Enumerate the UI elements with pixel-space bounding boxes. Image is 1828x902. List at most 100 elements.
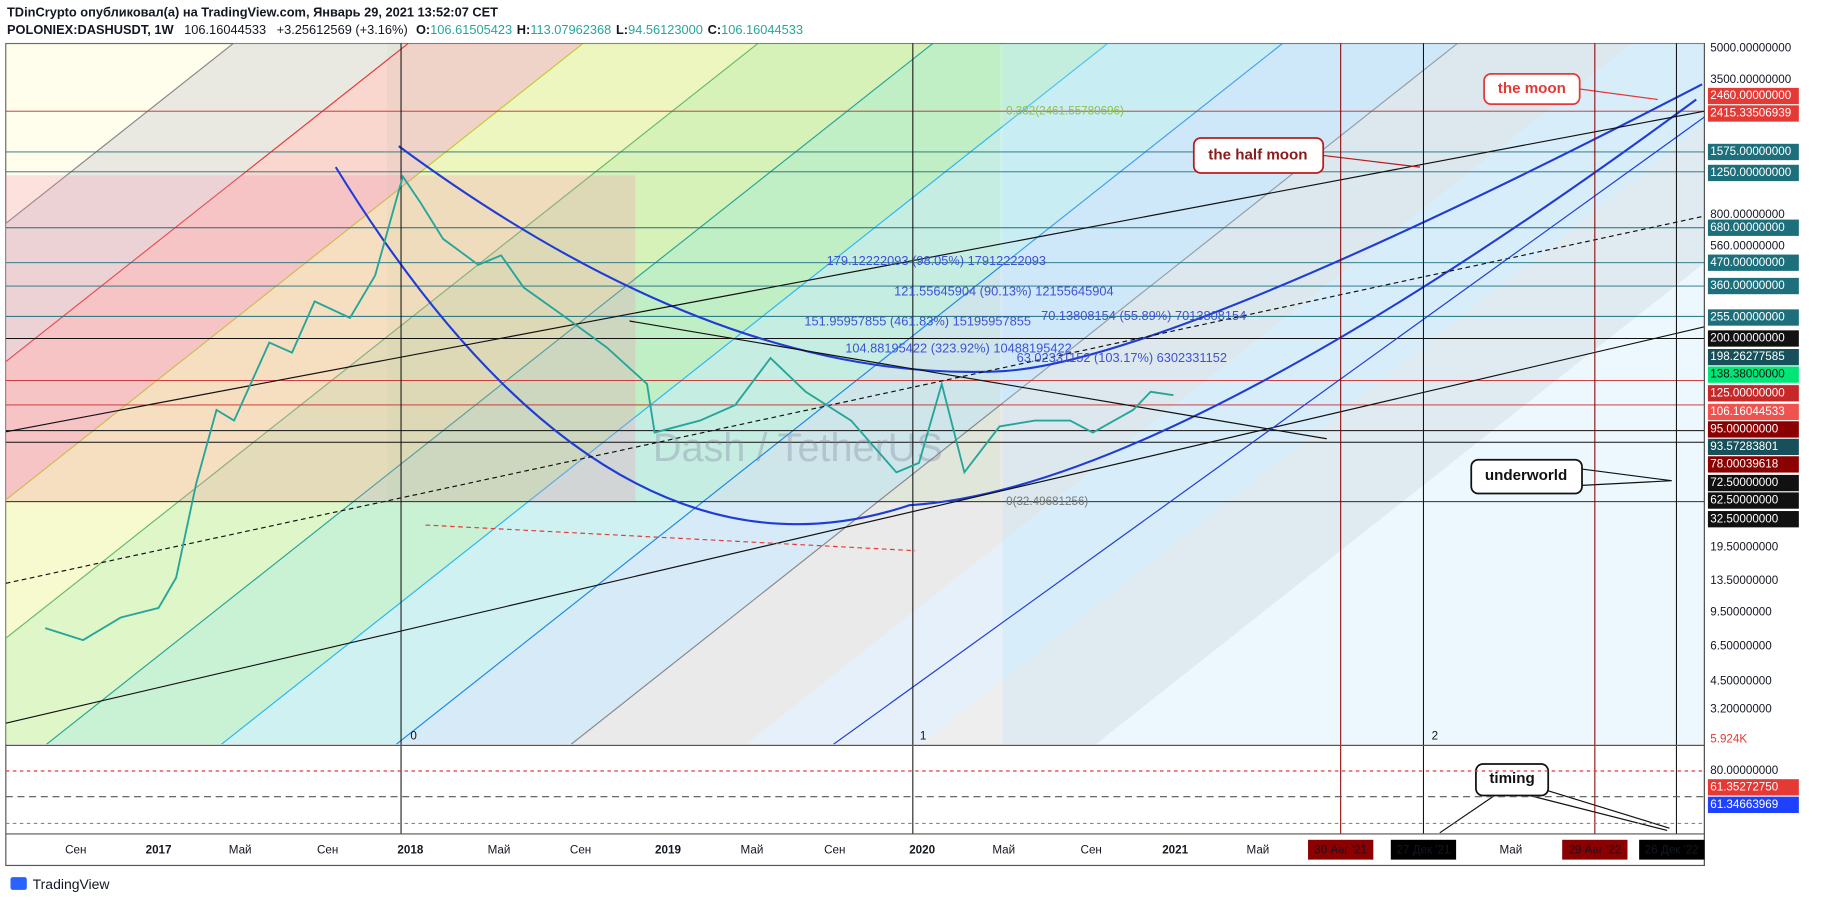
cycle-mark: 2 xyxy=(1432,730,1438,743)
price-label: 200.00000000 xyxy=(1710,332,1785,345)
price-label-bg xyxy=(1707,143,1799,161)
note-pointer xyxy=(1581,468,1672,486)
fan-band xyxy=(46,43,1108,745)
ohlc-value: 106.61505423 xyxy=(430,22,512,37)
footer: TradingView xyxy=(10,876,110,892)
time-label-bg xyxy=(1562,839,1628,860)
fan-band xyxy=(396,43,1458,745)
price-label: 32.50000000 xyxy=(1710,512,1778,525)
price-label-bg xyxy=(1707,164,1799,182)
trend xyxy=(833,116,1705,745)
fan-line xyxy=(5,43,759,639)
time-label: Сен xyxy=(317,843,338,856)
price-label: 255.00000000 xyxy=(1710,311,1785,324)
half-moon-note: the half moon xyxy=(1192,137,1421,174)
time-label: 26 Дек '22 xyxy=(1645,843,1699,856)
price-label: 5000.00000000 xyxy=(1710,41,1791,54)
price-label: 6.50000000 xyxy=(1710,639,1772,652)
fan-line xyxy=(5,43,234,225)
fan-line xyxy=(396,43,1283,745)
fan-band xyxy=(221,43,1283,745)
trend xyxy=(5,110,1705,433)
symbol: POLONIEX:DASHUSDT, 1W xyxy=(7,22,174,37)
price-label-bg xyxy=(1707,366,1799,383)
time-label-bg xyxy=(1308,839,1374,860)
fib-label: 0(32.49681256) xyxy=(1006,495,1088,508)
trend xyxy=(629,320,1327,440)
measure-label: 70.13808154 (55.89%) 7013808154 xyxy=(1041,308,1246,323)
time-label: 30 Авг '21 xyxy=(1314,843,1367,856)
price-label: 72.50000000 xyxy=(1710,476,1778,489)
change: +3.25612569 (+3.16%) xyxy=(277,22,408,37)
price-label: 138.38000000 xyxy=(1710,368,1785,381)
ohlc-label: O: xyxy=(416,22,430,37)
fan-line xyxy=(5,43,409,363)
symbol-line: POLONIEX:DASHUSDT, 1W 106.16044533 +3.25… xyxy=(7,22,803,37)
price-label-bg xyxy=(1707,277,1799,295)
fib-label: 0.382(2461.55780696) xyxy=(1006,105,1124,118)
measure-label: 63.02331152 (103.17%) 6302331152 xyxy=(1017,350,1227,365)
note-box xyxy=(1470,458,1583,495)
arc xyxy=(334,98,1697,526)
price-label: 106.16044533 xyxy=(1710,405,1784,418)
measure-label: 151.95957855 (461.83%) 15195957855 xyxy=(804,314,1031,329)
trend xyxy=(425,524,916,552)
fan-bands xyxy=(5,43,1705,745)
author-line: TDinCrypto опубликовал(а) на TradingView… xyxy=(7,5,498,20)
price-label-bg xyxy=(1707,421,1799,438)
fan-band xyxy=(746,43,1705,745)
time-label: Май xyxy=(488,843,511,856)
time-label: Май xyxy=(1247,843,1270,856)
measure-label: 179.12222093 (98.05%) 17912222093 xyxy=(827,253,1046,268)
note-pointer xyxy=(1323,154,1421,168)
price-label: 198.26277585 xyxy=(1710,350,1784,363)
price-label-bg xyxy=(1707,796,1799,813)
price-label-bg xyxy=(1707,403,1799,421)
price-label: 4.50000000 xyxy=(1710,674,1772,687)
price-label-bg xyxy=(1707,492,1799,509)
time-label: Май xyxy=(992,843,1015,856)
measure-label: 121.55645904 (90.13%) 12155645904 xyxy=(894,283,1113,298)
time-label: 27 Дек '21 xyxy=(1396,843,1450,856)
price-label: 9.50000000 xyxy=(1710,606,1772,619)
brand: TradingView xyxy=(33,876,111,892)
time-label: 29 Авг '22 xyxy=(1568,843,1621,856)
price-label-bg xyxy=(1707,385,1799,402)
price-label: 3.20000000 xyxy=(1710,702,1772,715)
time-label: Сен xyxy=(824,843,845,856)
cycle-mark: 1 xyxy=(920,730,926,743)
time-label: 2020 xyxy=(909,843,935,856)
ohlc-label: H: xyxy=(517,22,531,37)
fan-band xyxy=(5,43,933,745)
price-label: 61.34663969 xyxy=(1710,798,1778,811)
time-label: Сен xyxy=(570,843,591,856)
price-label: 560.00000000 xyxy=(1710,239,1785,252)
price-label: 1575.00000000 xyxy=(1710,145,1791,158)
price-label: 1250.00000000 xyxy=(1710,166,1791,179)
price-label: 61.35272750 xyxy=(1710,780,1778,793)
price-line xyxy=(44,174,1174,642)
fan-band xyxy=(571,43,1633,745)
fan-line xyxy=(221,43,1108,745)
last-price: 106.16044533 xyxy=(184,22,266,37)
price-label: 19.50000000 xyxy=(1710,540,1778,553)
ohlc-label: C: xyxy=(708,22,722,37)
logo xyxy=(10,877,27,890)
cycle-mark: 0 xyxy=(410,730,417,743)
time-label: Май xyxy=(741,843,764,856)
note-pointer xyxy=(1579,88,1658,101)
time-label: 2021 xyxy=(1162,843,1188,856)
time-label: 2018 xyxy=(397,843,423,856)
moon-note: the moon xyxy=(1483,72,1658,106)
price-label: 93.57283801 xyxy=(1710,440,1778,453)
note-text: the moon xyxy=(1498,80,1566,97)
price-label: 80.00000000 xyxy=(1710,764,1778,777)
price-label-bg xyxy=(1707,438,1799,456)
watermark: Dash / TetherUS xyxy=(653,426,943,470)
price-label-bg xyxy=(1707,254,1799,271)
price-label-bg xyxy=(1707,105,1799,122)
ohlc-value: 113.07962368 xyxy=(530,22,611,37)
time-label: Сен xyxy=(65,843,86,856)
